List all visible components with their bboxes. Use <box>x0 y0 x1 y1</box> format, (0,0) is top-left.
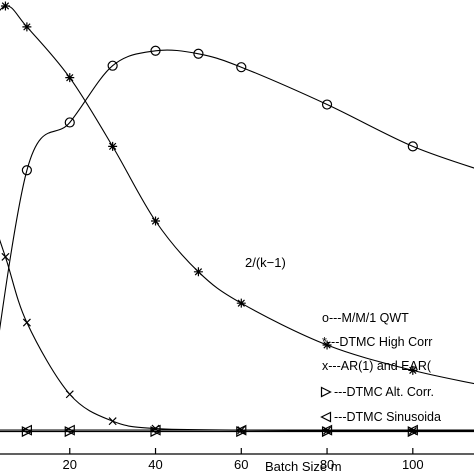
data-point-x <box>1 252 10 261</box>
legend-item: *---DTMC High Corr <box>322 335 432 349</box>
data-point-triangle-right <box>21 426 33 438</box>
legend-label: *---DTMC High Corr <box>322 335 432 349</box>
data-point-circle <box>21 165 32 176</box>
series-triangle-right <box>0 426 474 438</box>
legend-marker-triangle-left <box>320 411 332 423</box>
data-point-x <box>108 417 117 426</box>
legend-label: x---AR(1) and EAR( <box>322 359 432 373</box>
series-triangle-left <box>0 424 474 436</box>
series-line <box>0 49 474 331</box>
x-tick-label: 80 <box>320 457 334 472</box>
data-point-circle <box>107 60 118 71</box>
series-layer <box>0 1 474 438</box>
x-tick-label: 60 <box>234 457 248 472</box>
data-point-triangle-right <box>64 426 76 438</box>
data-point-triangle-left <box>406 424 418 436</box>
data-point-star <box>22 22 32 32</box>
series-line <box>0 5 474 385</box>
series-circle <box>0 45 474 331</box>
data-point-triangle-left <box>321 424 333 436</box>
data-point-star <box>193 267 203 277</box>
data-point-star <box>322 340 332 350</box>
series-line <box>0 239 474 432</box>
data-point-triangle-left <box>21 424 32 436</box>
x-axis-label: Batch Size m <box>265 459 342 474</box>
data-point-triangle-right <box>236 426 248 438</box>
data-point-x <box>22 318 31 327</box>
data-point-circle <box>193 48 204 59</box>
x-axis: 20 40 60 80 100 <box>0 448 474 472</box>
legend-item: ---DTMC Alt. Corr. <box>320 385 434 399</box>
data-point-circle <box>150 45 161 56</box>
data-point-triangle-left <box>63 424 75 436</box>
legend-item: x---AR(1) and EAR( <box>322 359 432 373</box>
legend: o---M/M/1 QWT *---DTMC High Corr x---AR(1)… <box>320 311 441 424</box>
legend-item: o---M/M/1 QWT <box>322 311 409 325</box>
series-star <box>0 1 474 385</box>
data-point-circle <box>407 141 418 152</box>
x-tick-label: 100 <box>402 457 424 472</box>
data-point-circle <box>236 62 247 73</box>
data-point-triangle-right <box>150 426 162 438</box>
data-point-star <box>408 365 418 375</box>
legend-label: o---M/M/1 QWT <box>322 311 409 325</box>
data-point-circle <box>321 99 333 110</box>
x-tick-label: 20 <box>63 457 77 472</box>
legend-marker-triangle-right <box>320 386 332 398</box>
data-point-triangle-left <box>149 424 161 436</box>
data-point-star <box>108 141 118 151</box>
data-point-triangle-left <box>235 424 247 436</box>
legend-item: ---DTMC Sinusoida <box>320 410 441 424</box>
legend-label: ---DTMC Alt. Corr. <box>334 385 434 399</box>
data-point-triangle-right <box>321 426 333 438</box>
x-tick-label: 40 <box>148 457 162 472</box>
data-point-star <box>65 73 75 83</box>
annotation-label: 2/(k−1) <box>245 255 286 270</box>
data-point-circle <box>64 117 75 128</box>
data-point-triangle-right <box>407 426 419 438</box>
data-point-star <box>151 216 161 226</box>
data-point-star <box>0 1 10 11</box>
data-point-star <box>236 298 246 308</box>
legend-label: ---DTMC Sinusoida <box>334 410 441 424</box>
data-point-x <box>65 390 74 399</box>
